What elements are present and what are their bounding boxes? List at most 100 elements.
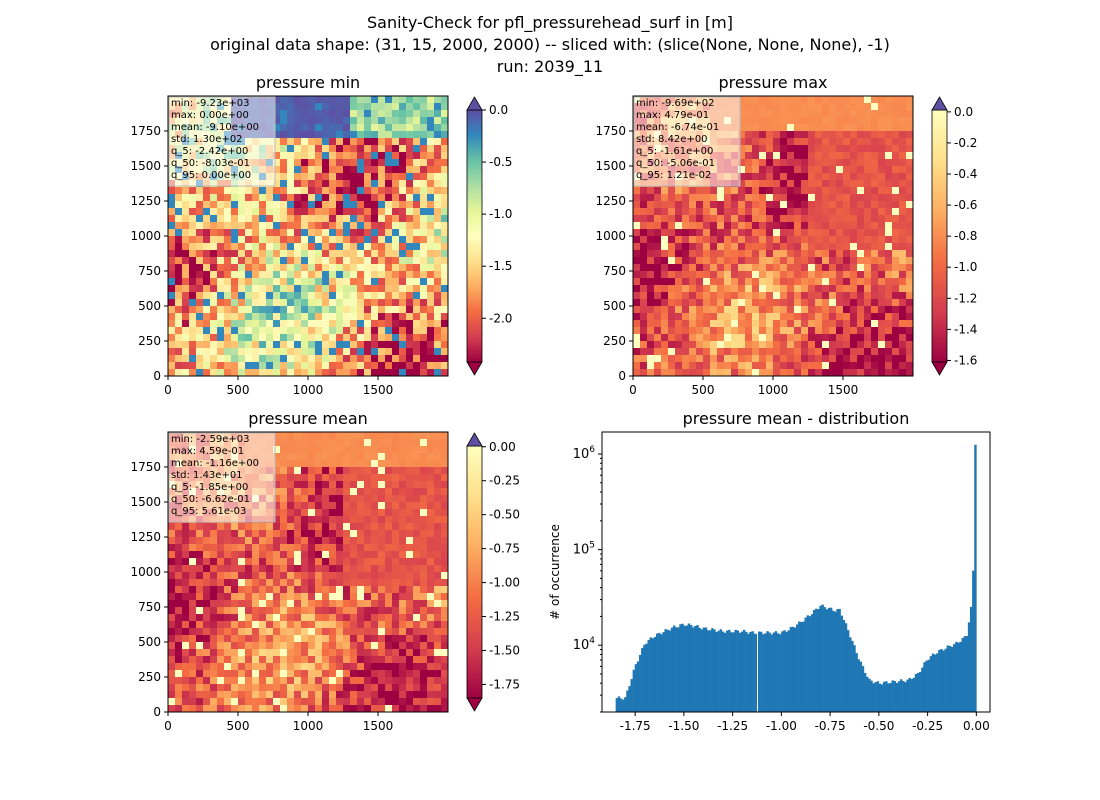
heatmap-cell [329,439,337,447]
heatmap-cell [364,250,372,258]
heatmap-cell [441,355,449,363]
heatmap-cell [210,250,218,258]
heatmap-cell [217,313,225,321]
heatmap-cell [843,369,851,377]
heatmap-cell [210,579,218,587]
y-tick-label: 1000 [595,229,626,243]
heatmap-cell [203,278,211,286]
heatmap-cell [238,362,246,370]
heatmap-cell [427,635,435,643]
heatmap-cell [759,306,767,314]
heatmap-cell [441,495,449,503]
heatmap-cell [427,614,435,622]
heatmap-cell [759,257,767,265]
heatmap-cell [350,201,358,209]
heatmap-cell [308,509,316,517]
heatmap-cell [210,558,218,566]
heatmap-cell [385,159,393,167]
colorbar-tick-label: -1.2 [954,291,977,305]
heatmap-cell [399,642,407,650]
heatmap-cell [420,180,428,188]
heatmap-cell [308,145,316,153]
heatmap-cell [850,306,858,314]
heatmap-cell [794,236,802,244]
heatmap-cell [224,285,232,293]
heatmap-cell [392,551,400,559]
heatmap-cell [245,572,253,580]
heatmap-cell [196,621,204,629]
heatmap-cell [717,320,725,328]
heatmap-cell [878,215,886,223]
heatmap-cell [287,194,295,202]
heatmap-cell [682,236,690,244]
heatmap-cell [203,628,211,636]
heatmap-cell [336,495,344,503]
heatmap-cell [780,250,788,258]
heatmap-cell [864,138,872,146]
heatmap-cell [378,292,386,300]
heatmap-cell [357,495,365,503]
heatmap-cell [857,166,865,174]
heatmap-cell [182,236,190,244]
heatmap-cell [196,355,204,363]
heatmap-cell [899,299,907,307]
heatmap-cell [392,222,400,230]
histogram-bar [628,686,631,712]
heatmap-cell [189,362,197,370]
heatmap-cell [329,614,337,622]
heatmap-cell [406,439,414,447]
heatmap-cell [273,593,281,601]
heatmap-cell [217,523,225,531]
heatmap-cell [280,215,288,223]
heatmap-cell [259,698,267,706]
heatmap-cell [371,327,379,335]
heatmap-cell [829,124,837,132]
heatmap-cell [280,684,288,692]
heatmap-cell [829,166,837,174]
heatmap-cell [815,236,823,244]
heatmap-cell [322,579,330,587]
heatmap-cell [385,516,393,524]
heatmap-cell [427,124,435,132]
heatmap-cell [392,677,400,685]
heatmap-cell [182,530,190,538]
heatmap-cell [203,334,211,342]
heatmap-cell [168,215,176,223]
heatmap-cell [210,292,218,300]
heatmap-cell [175,327,183,335]
heatmap-cell [406,670,414,678]
heatmap-cell [899,173,907,181]
heatmap-cell [252,593,260,601]
heatmap-cell [899,124,907,132]
heatmap-cell [906,194,914,202]
histogram-bar [662,632,665,712]
heatmap-cell [745,180,753,188]
heatmap-cell [273,152,281,160]
heatmap-cell [413,516,421,524]
heatmap-cell [350,236,358,244]
heatmap-cell [245,684,253,692]
heatmap-cell [899,320,907,328]
heatmap-cell [378,677,386,685]
heatmap-cell [399,544,407,552]
heatmap-cell [238,656,246,664]
heatmap-cell [780,285,788,293]
heatmap-cell [752,320,760,328]
heatmap-cell [259,572,267,580]
heatmap-cell [731,313,739,321]
heatmap-cell [322,327,330,335]
heatmap-cell [189,222,197,230]
heatmap-cell [843,334,851,342]
heatmap-cell [224,257,232,265]
heatmap-cell [245,327,253,335]
heatmap-cell [829,145,837,153]
heatmap-cell [413,173,421,181]
heatmap-cell [413,180,421,188]
heatmap-cell [210,698,218,706]
heatmap-cell [857,187,865,195]
heatmap-cell [371,348,379,356]
heatmap-cell [371,264,379,272]
heatmap-cell [668,187,676,195]
heatmap-cell [773,348,781,356]
heatmap-cell [322,614,330,622]
